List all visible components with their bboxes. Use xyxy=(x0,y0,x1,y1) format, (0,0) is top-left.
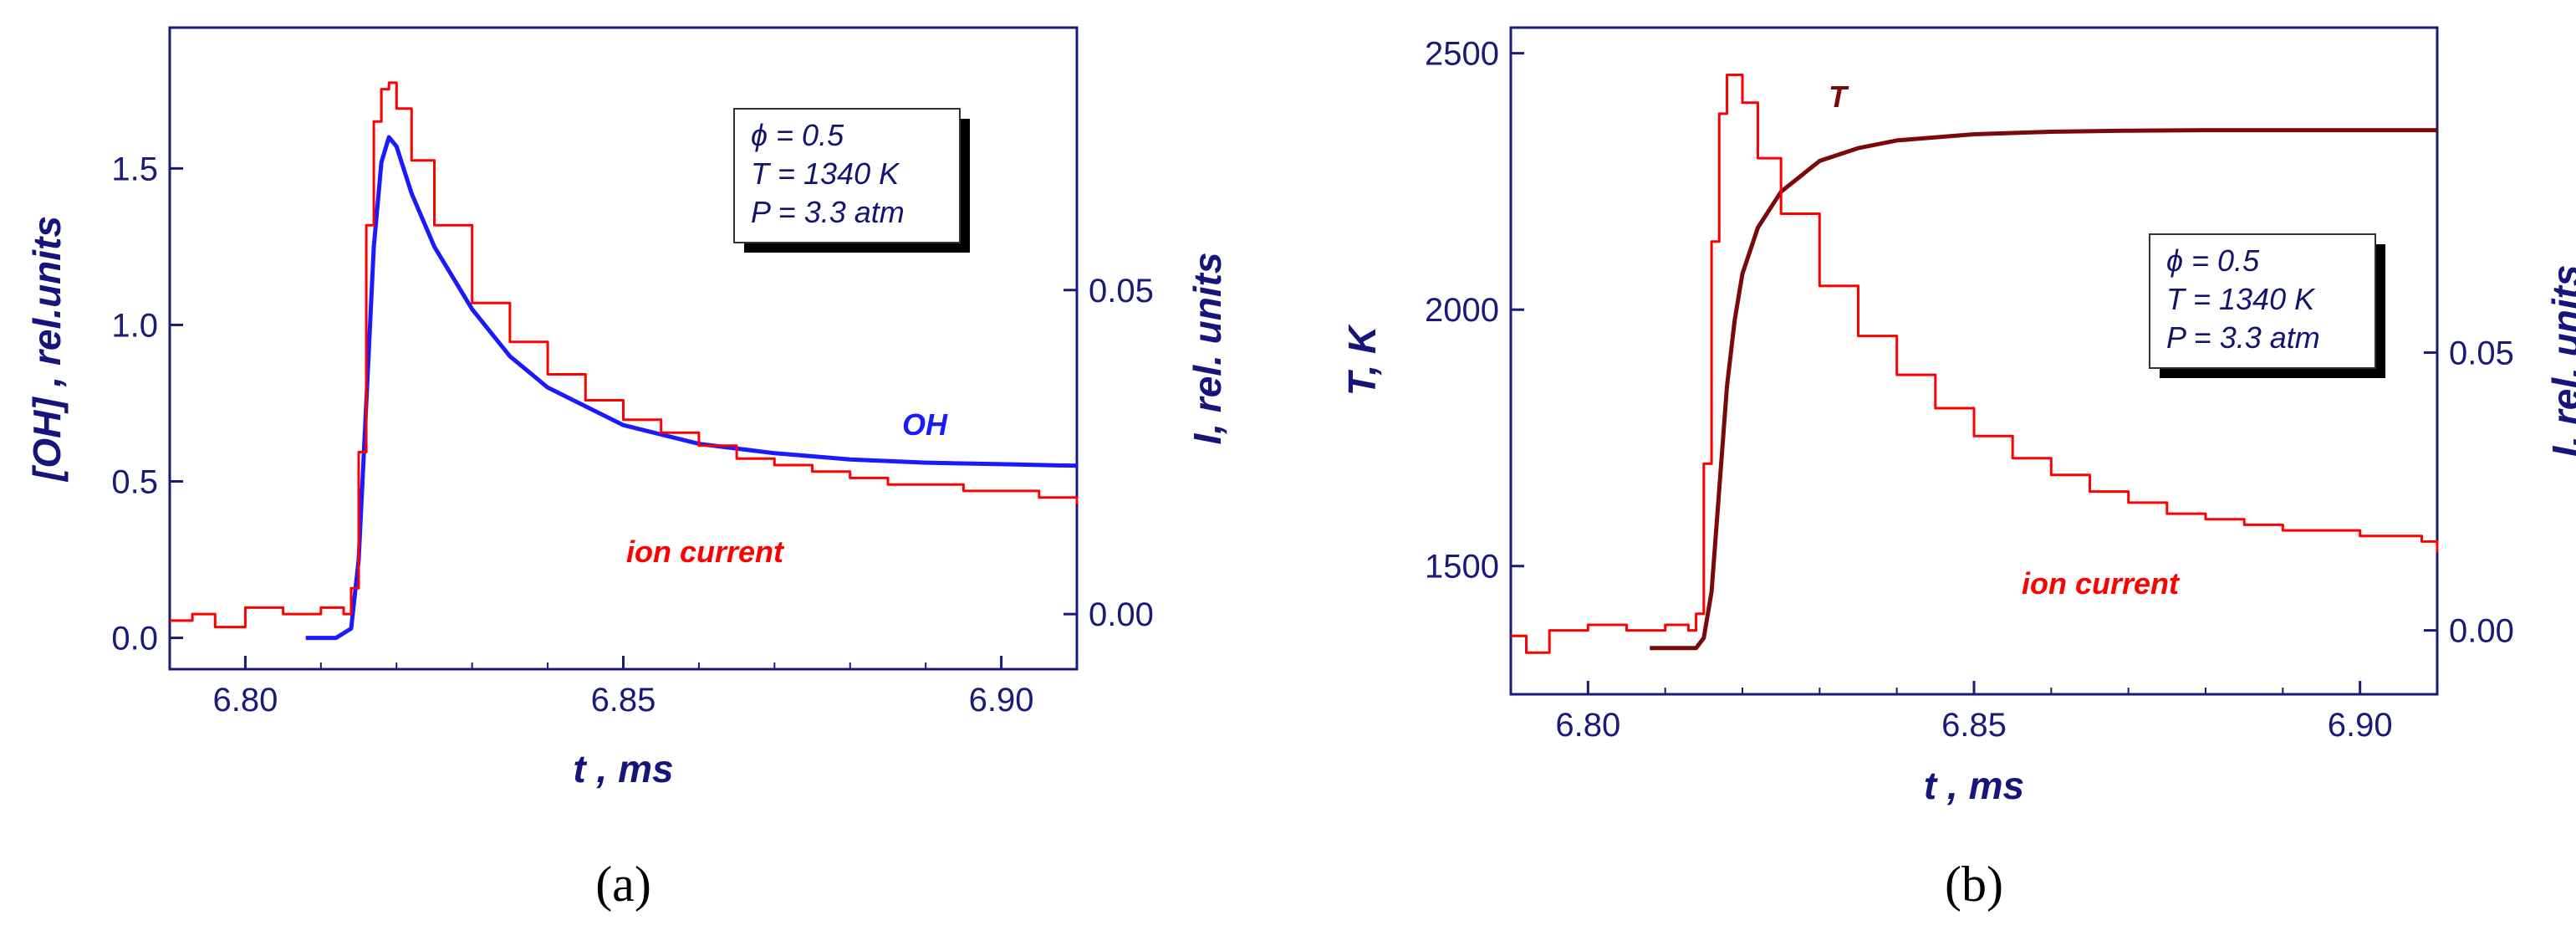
y-tick-label: 2000 xyxy=(1425,292,1499,329)
y-tick-label: 2500 xyxy=(1425,36,1499,73)
panel-label: (a) xyxy=(595,857,651,912)
x-tick-label: 6.85 xyxy=(591,682,656,719)
series-label: T xyxy=(1829,79,1849,114)
y2-axis-title: I, rel. units xyxy=(2544,264,2576,457)
y-tick-label: 0.0 xyxy=(111,621,158,657)
condition-text: P = 3.3 atm xyxy=(2166,320,2320,355)
x-tick-label: 6.85 xyxy=(1941,707,2007,744)
series-line-t xyxy=(1650,128,2437,651)
panel-b: 6.80 6.85 6.90 1500 2000 2500 0.00 0.05 t , ms T,… xyxy=(1340,26,2576,912)
condition-text: ϕ = 0.5 xyxy=(751,118,844,152)
panel-label: (b) xyxy=(1945,857,2003,912)
conditions-box xyxy=(2149,233,2376,369)
series-line-ion-current xyxy=(170,81,1079,629)
x-axis-title: t , ms xyxy=(1924,764,2024,807)
x-tick-label: 6.80 xyxy=(1555,707,1620,744)
y-axis-title: [OH] , rel.units xyxy=(25,216,69,483)
series-line-ion-current xyxy=(1511,74,2439,654)
x-axis-title: t , ms xyxy=(573,747,673,790)
y2-axis-title: I, rel. units xyxy=(1186,252,1229,444)
x-tick-label: 6.90 xyxy=(969,682,1034,719)
y-tick-label: 1.0 xyxy=(111,307,158,344)
y-tick-label: 1.5 xyxy=(111,151,158,187)
y-tick-label: 0.5 xyxy=(111,464,158,501)
y-axis-title: T, K xyxy=(1340,324,1384,396)
condition-text: ϕ = 0.5 xyxy=(2166,243,2260,278)
condition-text: P = 3.3 atm xyxy=(751,195,905,229)
x-tick-label: 6.80 xyxy=(212,682,278,719)
x-tick-label: 6.90 xyxy=(2328,707,2393,744)
y-tick-label: 1500 xyxy=(1425,549,1499,586)
conditions-box xyxy=(733,108,961,243)
y2-tick-label: 0.00 xyxy=(1089,596,1154,633)
y2-tick-label: 0.00 xyxy=(2449,613,2514,650)
condition-text: T = 1340 K xyxy=(2166,282,2316,316)
series-label: ion current xyxy=(2022,566,2181,601)
panel-a: 6.80 6.85 6.90 0.0 0.5 1.0 1.5 0.00 0.05 t , ms [O… xyxy=(25,26,1229,912)
series-label: ion current xyxy=(626,535,785,569)
condition-text: T = 1340 K xyxy=(751,156,900,191)
y2-tick-label: 0.05 xyxy=(1089,273,1154,309)
series-label: OH xyxy=(902,407,948,442)
y2-tick-label: 0.05 xyxy=(2449,335,2514,372)
